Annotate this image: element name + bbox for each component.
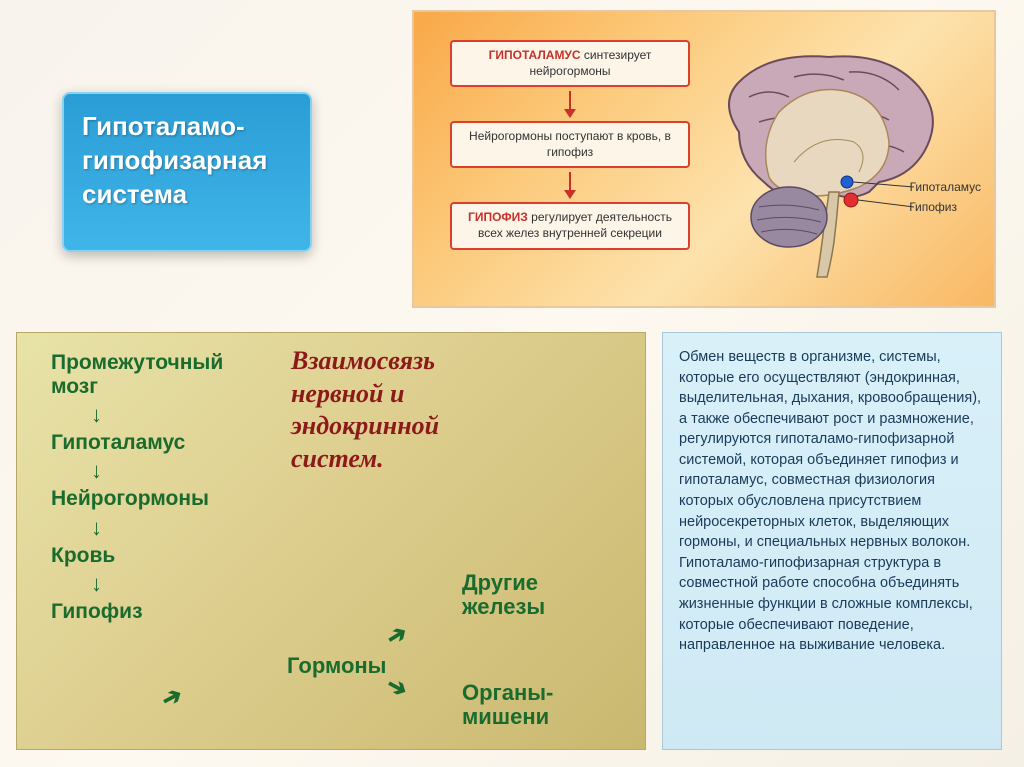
branch-other-glands: Другиежелезы	[462, 571, 545, 619]
flow-arrow-2	[569, 172, 571, 198]
description-text: Обмен веществ в организме, системы, кото…	[679, 347, 985, 656]
description-panel: Обмен веществ в организме, системы, кото…	[662, 332, 1002, 750]
bottom-left-diagram: Взаимосвязьнервной иэндокриннойсистем. П…	[16, 332, 646, 750]
chain-arrow: ↓	[91, 571, 102, 597]
chain-item: Кровь	[51, 544, 115, 568]
flow-box-3-red: ГИПОФИЗ	[468, 210, 528, 224]
diag-arrow-up: ➔	[156, 680, 187, 715]
chain-item: Гипоталамус	[51, 431, 185, 455]
chain-item: Промежуточныймозг	[51, 351, 223, 399]
branch-target-organs: Органы-мишени	[462, 681, 553, 729]
chain: Промежуточныймозг ↓ Гипоталамус ↓ Нейрог…	[51, 351, 223, 624]
flow-box-1-red: ГИПОТАЛАМУС	[489, 48, 581, 62]
label-pituitary: Гипофиз	[909, 200, 957, 214]
chain-item: Гипофиз	[51, 600, 143, 624]
brain-illustration: Гипоталамус Гипофиз	[699, 42, 979, 282]
flow-box-2-text: Нейрогормоны поступают в кровь, в гипофи…	[469, 129, 671, 159]
flow-box-3: ГИПОФИЗ регулирует деятельность всех жел…	[450, 202, 690, 249]
flow-box-1: ГИПОТАЛАМУС синтезирует нейрогормоны	[450, 40, 690, 87]
flow-column: ГИПОТАЛАМУС синтезирует нейрогормоны Ней…	[440, 40, 700, 250]
label-hypothalamus: Гипоталамус	[910, 180, 981, 194]
flow-box-2: Нейрогормоны поступают в кровь, в гипофи…	[450, 121, 690, 168]
flow-arrow-1	[569, 91, 571, 117]
branch-hormones: Гормоны	[287, 653, 386, 679]
page-title: Гипоталамо-гипофизарная система	[82, 110, 292, 211]
relation-title: Взаимосвязьнервной иэндокриннойсистем.	[291, 345, 439, 475]
diag-arrow-other: ➔	[381, 618, 413, 653]
brain-svg	[699, 42, 979, 282]
chain-arrow: ↓	[91, 515, 102, 541]
title-card: Гипоталамо-гипофизарная система	[62, 92, 312, 252]
top-diagram: ГИПОТАЛАМУС синтезирует нейрогормоны Ней…	[412, 10, 996, 308]
chain-arrow: ↓	[91, 458, 102, 484]
chain-arrow: ↓	[91, 402, 102, 428]
chain-item: Нейрогормоны	[51, 487, 209, 511]
